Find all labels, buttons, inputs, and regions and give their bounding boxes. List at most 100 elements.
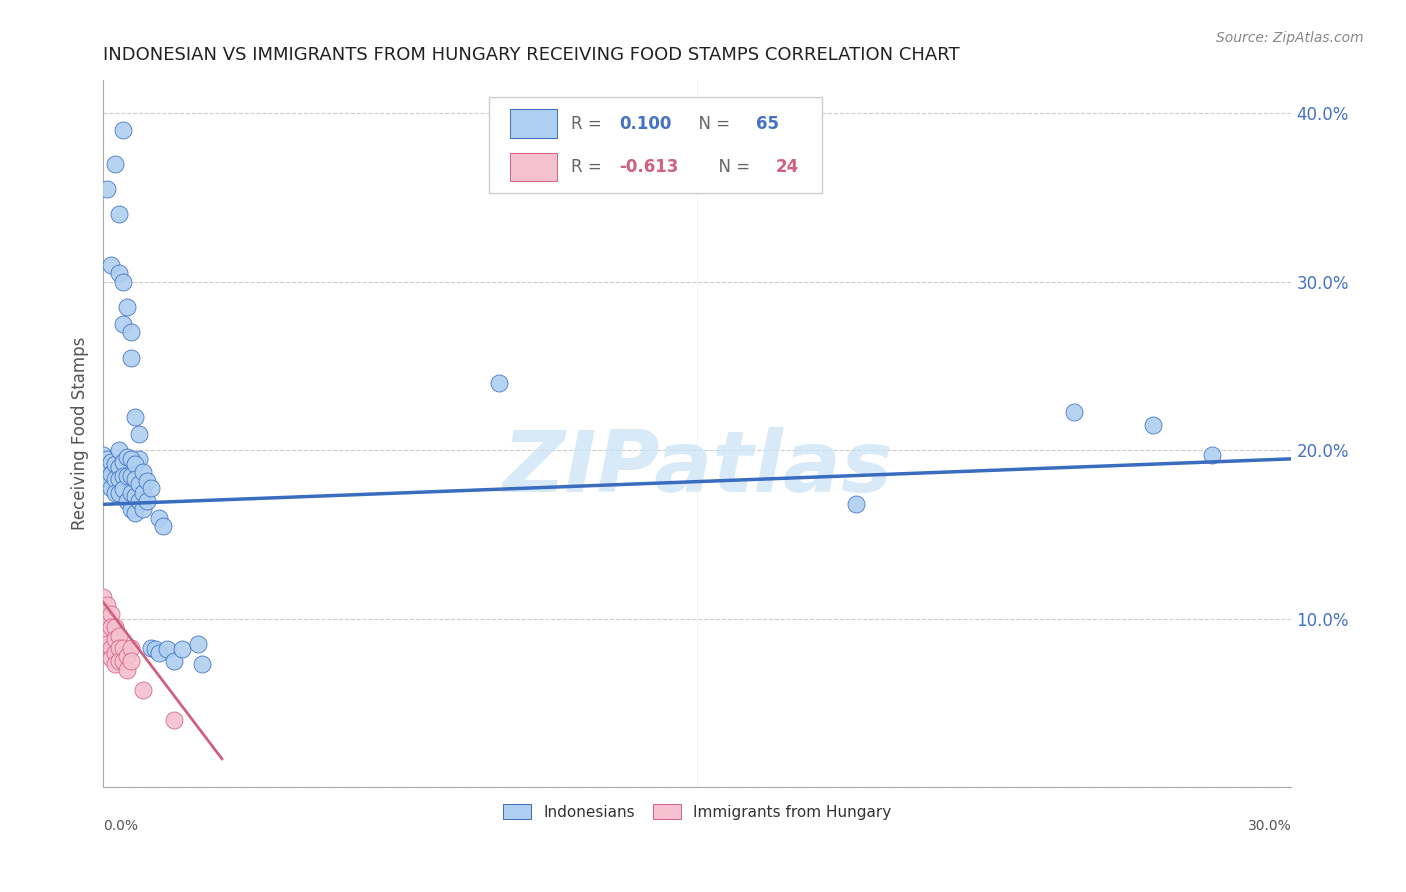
Legend: Indonesians, Immigrants from Hungary: Indonesians, Immigrants from Hungary	[498, 797, 897, 826]
Text: 24: 24	[776, 158, 799, 176]
Point	[132, 502, 155, 516]
Point	[1063, 405, 1085, 419]
Point	[104, 657, 127, 672]
Point	[488, 376, 510, 390]
Point	[120, 326, 142, 340]
Point	[191, 657, 214, 672]
FancyBboxPatch shape	[489, 97, 823, 193]
Point	[104, 646, 127, 660]
Point	[91, 590, 114, 604]
Text: R =: R =	[571, 158, 607, 176]
Point	[124, 506, 146, 520]
Point	[1201, 449, 1223, 463]
Point	[100, 481, 122, 495]
Point	[120, 640, 142, 655]
Text: R =: R =	[571, 114, 607, 133]
Text: 0.100: 0.100	[619, 114, 671, 133]
Point	[111, 123, 134, 137]
Point	[120, 485, 142, 500]
Point	[96, 624, 118, 638]
Point	[120, 502, 142, 516]
Point	[104, 620, 127, 634]
Point	[115, 663, 138, 677]
Point	[96, 612, 118, 626]
Point	[111, 654, 134, 668]
Point	[128, 451, 150, 466]
Point	[111, 275, 134, 289]
Point	[111, 640, 134, 655]
Point	[104, 632, 127, 647]
Bar	[509, 110, 557, 137]
Text: ZIPatlas: ZIPatlas	[502, 427, 893, 510]
Point	[115, 494, 138, 508]
Point	[115, 300, 138, 314]
Point	[104, 157, 127, 171]
Point	[96, 460, 118, 475]
Point	[139, 481, 162, 495]
Point	[163, 654, 186, 668]
Bar	[509, 153, 557, 181]
Point	[96, 182, 118, 196]
Point	[111, 468, 134, 483]
Point	[100, 467, 122, 481]
Point	[152, 519, 174, 533]
Point	[100, 650, 122, 665]
Point	[163, 713, 186, 727]
Point	[91, 449, 114, 463]
Point	[132, 466, 155, 480]
Point	[111, 482, 134, 496]
Point	[115, 468, 138, 483]
Point	[120, 351, 142, 365]
Point	[108, 654, 131, 668]
Point	[96, 451, 118, 466]
Point	[124, 489, 146, 503]
Point	[128, 477, 150, 491]
Text: N =: N =	[688, 114, 735, 133]
Point	[108, 443, 131, 458]
Point	[100, 640, 122, 655]
Point	[108, 485, 131, 500]
Point	[139, 640, 162, 655]
Point	[108, 640, 131, 655]
Point	[96, 637, 118, 651]
Point	[120, 451, 142, 466]
Point	[115, 648, 138, 663]
Text: Source: ZipAtlas.com: Source: ZipAtlas.com	[1216, 31, 1364, 45]
Point	[96, 599, 118, 613]
Point	[135, 494, 157, 508]
Point	[104, 472, 127, 486]
Point	[124, 472, 146, 486]
Point	[124, 409, 146, 424]
Point	[108, 629, 131, 643]
Point	[148, 646, 170, 660]
Point	[132, 485, 155, 500]
Point	[104, 457, 127, 471]
Point	[155, 642, 177, 657]
Point	[135, 474, 157, 488]
Point	[120, 654, 142, 668]
Point	[1142, 418, 1164, 433]
Point	[128, 494, 150, 508]
Point	[132, 682, 155, 697]
Point	[100, 455, 122, 469]
Point	[96, 472, 118, 486]
Text: -0.613: -0.613	[619, 158, 678, 176]
Point	[108, 460, 131, 475]
Point	[115, 450, 138, 465]
Text: 0.0%: 0.0%	[103, 820, 138, 833]
Text: N =: N =	[709, 158, 755, 176]
Text: 65: 65	[755, 114, 779, 133]
Point	[111, 317, 134, 331]
Text: 30.0%: 30.0%	[1247, 820, 1292, 833]
Point	[120, 468, 142, 483]
Point	[128, 426, 150, 441]
Point	[124, 457, 146, 471]
Point	[108, 207, 131, 221]
Point	[143, 642, 166, 657]
Point	[100, 620, 122, 634]
Point	[111, 455, 134, 469]
Text: INDONESIAN VS IMMIGRANTS FROM HUNGARY RECEIVING FOOD STAMPS CORRELATION CHART: INDONESIAN VS IMMIGRANTS FROM HUNGARY RE…	[103, 46, 960, 64]
Point	[187, 637, 209, 651]
Point	[845, 497, 868, 511]
Point	[104, 485, 127, 500]
